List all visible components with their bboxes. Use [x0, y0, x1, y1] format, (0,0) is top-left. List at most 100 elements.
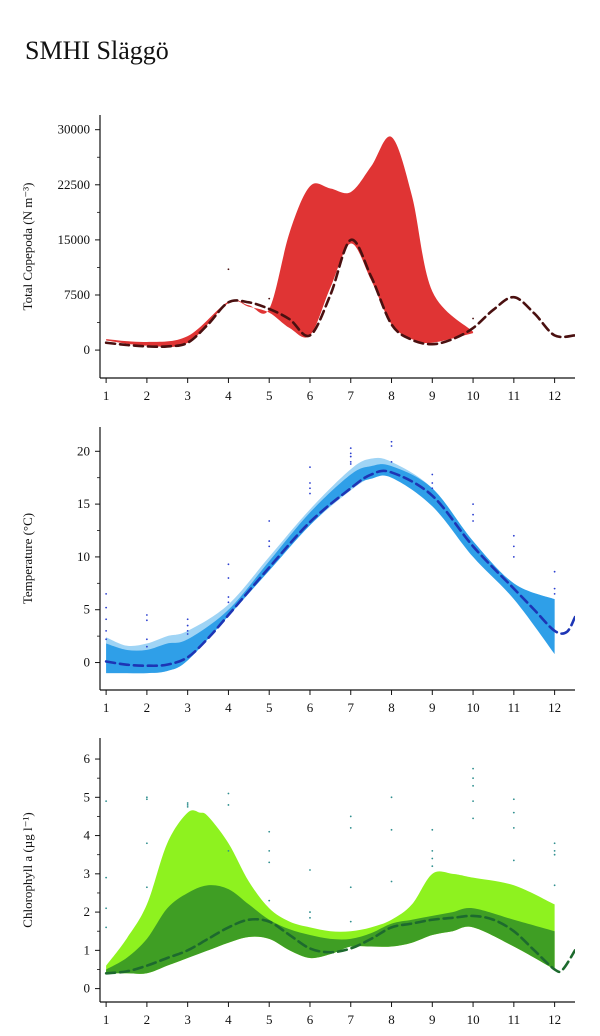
temperature-data-point	[472, 513, 474, 516]
copepoda-x-tick-label: 5	[266, 388, 273, 403]
copepoda-x-tick-label: 9	[429, 388, 436, 403]
copepoda-data-point	[227, 268, 230, 271]
chlorophyll-y-tick-label: 3	[84, 866, 91, 881]
temperature-data-point	[227, 563, 230, 566]
temperature-data-point	[145, 614, 148, 616]
temperature-x-tick-label: 10	[467, 700, 480, 715]
copepoda-x-tick-label: 4	[225, 388, 232, 403]
chlorophyll-data-point	[105, 876, 108, 879]
temperature-x-tick-label: 2	[144, 700, 151, 715]
chlorophyll-data-point	[390, 828, 393, 831]
copepoda-x-tick-label: 10	[467, 388, 480, 403]
copepoda-y-tick-label: 15000	[58, 232, 91, 247]
page-title: SMHI Släggö	[25, 36, 169, 65]
chlorophyll-x-tick-label: 8	[388, 1012, 395, 1027]
chlorophyll-y-axis-label: Chlorophyll a (µg l⁻¹)	[20, 812, 35, 927]
chlorophyll-data-point	[431, 849, 434, 852]
chlorophyll-data-point	[145, 886, 148, 889]
temperature-band-dark	[106, 464, 555, 674]
chlorophyll-data-point	[553, 842, 556, 845]
copepoda-x-tick-label: 12	[548, 388, 561, 403]
temperature-data-point	[309, 487, 311, 490]
temperature-data-point	[349, 447, 352, 450]
temperature-data-point	[390, 460, 393, 463]
chlorophyll-data-point	[390, 796, 393, 799]
chlorophyll-data-point	[512, 827, 515, 829]
temperature-x-tick-label: 7	[348, 700, 355, 715]
chlorophyll-data-point	[268, 899, 271, 902]
chlorophyll-data-point	[227, 804, 230, 806]
temperature-y-tick-label: 15	[77, 496, 90, 511]
temperature-x-tick-label: 12	[548, 700, 561, 715]
temperature-data-point	[268, 520, 271, 522]
chlorophyll-data-point	[145, 798, 148, 801]
temperature-data-point	[309, 466, 311, 469]
chlorophyll-data-point	[186, 805, 189, 808]
temperature-data-point	[512, 556, 515, 558]
chlorophyll-data-point	[512, 811, 515, 814]
temperature-x-tick-label: 8	[388, 700, 395, 715]
temperature-data-point	[349, 463, 352, 465]
temperature-data-point	[309, 492, 311, 495]
copepoda-y-tick-label: 0	[84, 342, 91, 357]
copepoda-x-tick-label: 11	[508, 388, 521, 403]
chlorophyll-data-point	[472, 767, 474, 770]
chlorophyll-x-tick-label: 7	[348, 1012, 355, 1027]
copepoda-y-tick-label: 7500	[64, 287, 90, 302]
temperature-data-point	[227, 601, 230, 604]
temperature-data-point	[268, 545, 271, 548]
chlorophyll-data-point	[309, 869, 311, 871]
chlorophyll-data-point	[309, 911, 311, 913]
chlorophyll-data-point	[512, 798, 515, 801]
chlorophyll-data-point	[431, 857, 434, 860]
temperature-data-point	[553, 570, 556, 573]
temperature-data-point	[349, 455, 352, 458]
temperature-data-point	[349, 452, 352, 455]
chlorophyll-data-point	[431, 865, 434, 868]
temperature-data-point	[105, 638, 108, 641]
temperature-x-tick-label: 4	[225, 700, 232, 715]
temperature-data-point	[390, 440, 393, 443]
temperature-x-tick-label: 9	[429, 700, 436, 715]
chlorophyll-x-tick-label: 4	[225, 1012, 232, 1027]
chlorophyll-x-tick-label: 6	[307, 1012, 314, 1027]
chlorophyll-data-point	[472, 784, 474, 787]
chlorophyll-band-dark	[106, 885, 555, 974]
temperature-y-tick-label: 10	[77, 549, 90, 564]
temperature-data-point	[431, 482, 434, 484]
copepoda-data-point	[268, 297, 271, 300]
chlorophyll-data-point	[349, 886, 352, 889]
chlorophyll-data-point	[105, 800, 108, 803]
chlorophyll-data-point	[145, 796, 148, 799]
temperature-mean-line	[104, 469, 575, 668]
temperature-plot-area	[104, 440, 575, 674]
temperature-data-point	[512, 545, 515, 548]
temperature-data-point	[512, 534, 515, 537]
temperature-data-point	[145, 619, 148, 622]
temperature-y-axis-label: Temperature (°C)	[20, 513, 35, 604]
chlorophyll-data-point	[349, 815, 352, 818]
chlorophyll-data-point	[268, 849, 271, 852]
chlorophyll-data-point	[553, 884, 556, 887]
chlorophyll-data-point	[553, 853, 556, 856]
temperature-data-point	[431, 473, 434, 476]
temperature-data-point	[186, 629, 189, 632]
chlorophyll-data-point	[105, 907, 108, 910]
chlorophyll-data-point	[227, 849, 230, 852]
chlorophyll-data-point	[349, 827, 352, 829]
chlorophyll-y-tick-label: 4	[84, 828, 91, 843]
chlorophyll-data-point	[309, 916, 311, 919]
temperature-data-point	[553, 592, 556, 595]
temperature-data-point	[349, 460, 352, 463]
copepoda-x-tick-label: 1	[103, 388, 110, 403]
chlorophyll-x-tick-label: 9	[429, 1012, 436, 1027]
temperature-data-point	[105, 606, 108, 609]
copepoda-y-tick-label: 30000	[58, 122, 91, 137]
chlorophyll-data-point	[227, 792, 230, 795]
chlorophyll-y-tick-label: 0	[84, 981, 91, 996]
chlorophyll-x-tick-label: 1	[103, 1012, 110, 1027]
